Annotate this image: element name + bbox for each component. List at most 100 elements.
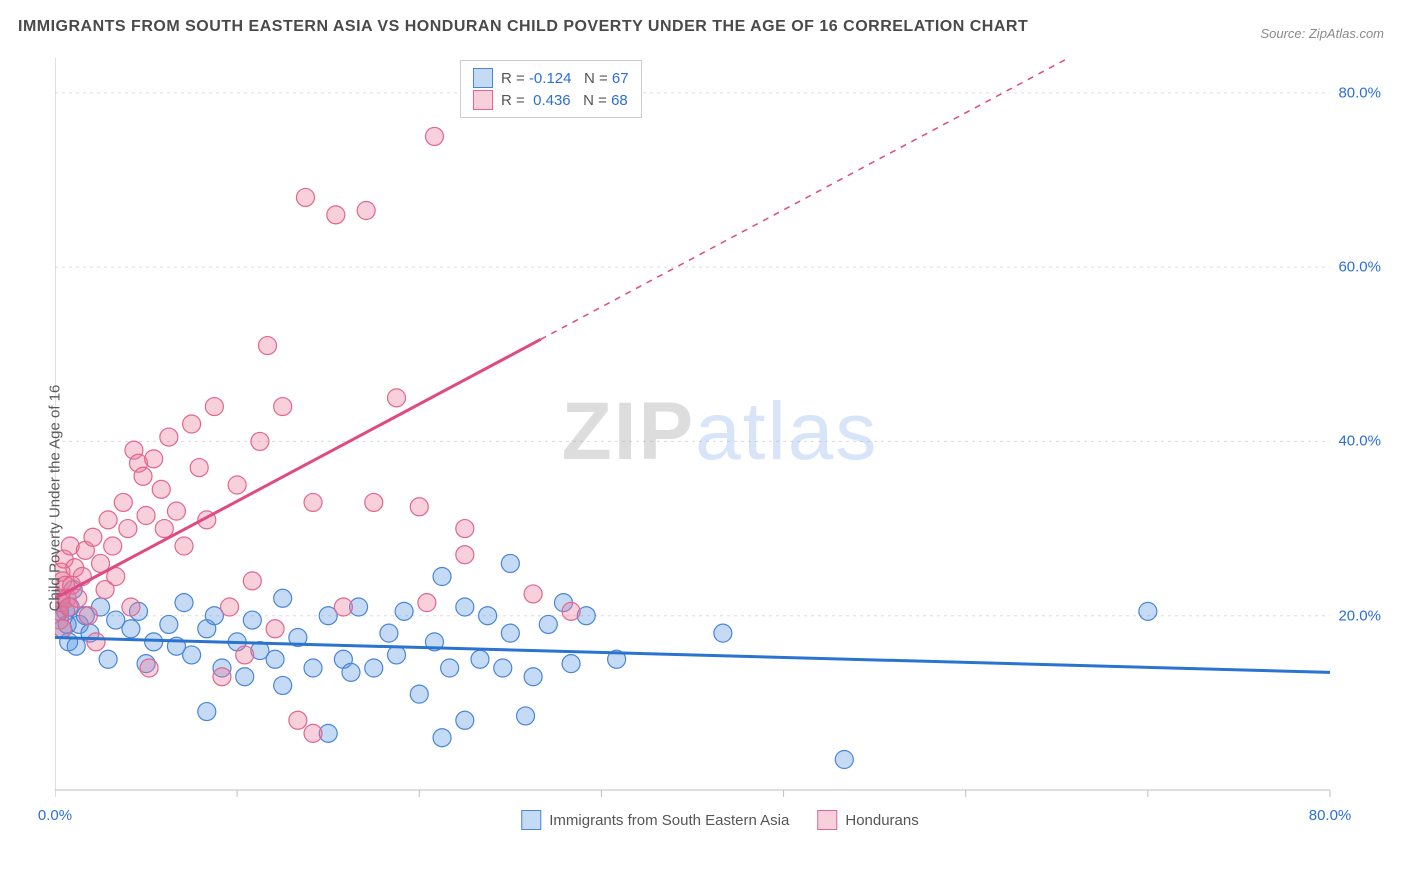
data-point-honduran xyxy=(289,711,307,729)
data-point-sea xyxy=(388,646,406,664)
y-tick-label: 80.0% xyxy=(1338,84,1381,101)
data-point-honduran xyxy=(167,502,185,520)
data-point-sea xyxy=(441,659,459,677)
data-point-sea xyxy=(160,615,178,633)
data-point-sea xyxy=(433,568,451,586)
data-point-honduran xyxy=(213,668,231,686)
data-point-honduran xyxy=(122,598,140,616)
data-point-sea xyxy=(479,607,497,625)
data-point-honduran xyxy=(152,480,170,498)
data-point-sea xyxy=(835,751,853,769)
data-point-honduran xyxy=(183,415,201,433)
x-edge-label-left: 0.0% xyxy=(38,807,72,824)
data-point-honduran xyxy=(524,585,542,603)
data-point-honduran xyxy=(119,520,137,538)
data-point-honduran xyxy=(259,337,277,355)
x-edge-label-right: 80.0% xyxy=(1309,807,1352,824)
legend-stat-text-honduran: R = 0.436 N = 68 xyxy=(501,92,628,109)
data-point-honduran xyxy=(410,498,428,516)
legend-swatch-sea xyxy=(473,68,493,88)
data-point-sea xyxy=(342,663,360,681)
data-point-sea xyxy=(714,624,732,642)
data-point-honduran xyxy=(99,511,117,529)
data-point-sea xyxy=(456,598,474,616)
data-point-honduran xyxy=(236,646,254,664)
data-point-honduran xyxy=(221,598,239,616)
data-point-honduran xyxy=(55,620,72,638)
legend-stat-text-sea: R = -0.124 N = 67 xyxy=(501,70,629,87)
data-point-sea xyxy=(539,615,557,633)
data-point-honduran xyxy=(266,620,284,638)
chart-svg xyxy=(55,58,1385,838)
data-point-sea xyxy=(471,650,489,668)
data-point-honduran xyxy=(87,633,105,651)
data-point-honduran xyxy=(357,202,375,220)
data-point-honduran xyxy=(562,602,580,620)
data-point-honduran xyxy=(251,432,269,450)
data-point-honduran xyxy=(104,537,122,555)
data-point-sea xyxy=(433,729,451,747)
data-point-honduran xyxy=(69,589,87,607)
data-point-honduran xyxy=(296,188,314,206)
data-point-sea xyxy=(365,659,383,677)
data-point-honduran xyxy=(304,724,322,742)
y-axis-label: Child Poverty Under the Age of 16 xyxy=(47,385,64,612)
y-tick-label: 20.0% xyxy=(1338,607,1381,624)
data-point-sea xyxy=(183,646,201,664)
legend-item-sea: Immigrants from South Eastern Asia xyxy=(521,810,789,830)
y-tick-label: 60.0% xyxy=(1338,259,1381,276)
legend-item-honduran: Hondurans xyxy=(817,810,918,830)
legend-stat-row-sea: R = -0.124 N = 67 xyxy=(473,67,629,89)
data-point-sea xyxy=(304,659,322,677)
data-point-sea xyxy=(562,655,580,673)
data-point-honduran xyxy=(140,659,158,677)
data-point-honduran xyxy=(145,450,163,468)
plot-area: ZIPatlas R = -0.124 N = 67R = 0.436 N = … xyxy=(55,58,1385,838)
data-point-sea xyxy=(266,650,284,668)
data-point-honduran xyxy=(425,127,443,145)
chart-title: IMMIGRANTS FROM SOUTH EASTERN ASIA VS HO… xyxy=(18,18,1028,36)
data-point-sea xyxy=(274,589,292,607)
data-point-sea xyxy=(410,685,428,703)
data-point-honduran xyxy=(274,398,292,416)
data-point-sea xyxy=(501,554,519,572)
data-point-honduran xyxy=(388,389,406,407)
data-point-sea xyxy=(524,668,542,686)
y-tick-label: 40.0% xyxy=(1338,433,1381,450)
data-point-sea xyxy=(380,624,398,642)
data-point-honduran xyxy=(114,493,132,511)
data-point-sea xyxy=(67,637,85,655)
data-point-honduran xyxy=(456,546,474,564)
source-attribution: Source: ZipAtlas.com xyxy=(1260,26,1384,41)
legend-swatch-honduran xyxy=(473,90,493,110)
data-point-sea xyxy=(236,668,254,686)
data-point-sea xyxy=(1139,602,1157,620)
data-point-sea xyxy=(395,602,413,620)
data-point-honduran xyxy=(304,493,322,511)
legend-swatch-honduran xyxy=(817,810,837,830)
data-point-honduran xyxy=(137,507,155,525)
data-point-honduran xyxy=(418,594,436,612)
data-point-honduran xyxy=(155,520,173,538)
data-point-honduran xyxy=(205,398,223,416)
data-point-honduran xyxy=(228,476,246,494)
data-point-sea xyxy=(198,703,216,721)
data-point-sea xyxy=(274,676,292,694)
data-point-honduran xyxy=(334,598,352,616)
data-point-honduran xyxy=(134,467,152,485)
data-point-honduran xyxy=(79,607,97,625)
data-point-honduran xyxy=(456,520,474,538)
legend-swatch-sea xyxy=(521,810,541,830)
legend-label-honduran: Hondurans xyxy=(845,812,918,829)
legend-label-sea: Immigrants from South Eastern Asia xyxy=(549,812,789,829)
data-point-honduran xyxy=(175,537,193,555)
series-legend: Immigrants from South Eastern Asia Hondur… xyxy=(521,810,919,830)
data-point-sea xyxy=(175,594,193,612)
data-point-honduran xyxy=(243,572,261,590)
data-point-sea xyxy=(501,624,519,642)
data-point-sea xyxy=(494,659,512,677)
legend-stat-row-honduran: R = 0.436 N = 68 xyxy=(473,89,629,111)
data-point-honduran xyxy=(84,528,102,546)
data-point-sea xyxy=(456,711,474,729)
data-point-sea xyxy=(99,650,117,668)
